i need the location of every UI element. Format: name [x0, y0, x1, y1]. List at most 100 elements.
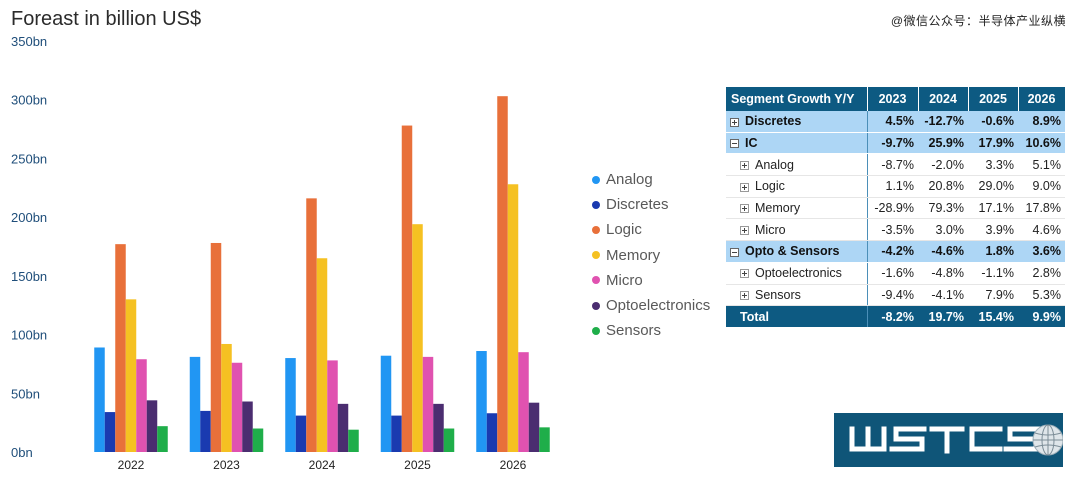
y-tick-label: 0bn	[11, 445, 33, 460]
growth-value: -8.2%	[867, 305, 918, 327]
table-row: Micro -3.5% 3.0% 3.9% 4.6%	[726, 218, 1065, 242]
legend-label: Micro	[606, 271, 643, 289]
growth-value: -4.1%	[918, 284, 968, 307]
growth-value: -4.8%	[918, 262, 968, 285]
expand-icon[interactable]	[740, 182, 749, 192]
table-header-2026: 2026	[1018, 87, 1066, 111]
bar-optoelectronics-2025	[433, 403, 444, 452]
table-header-segment: Segment Growth Y/Y	[726, 87, 868, 111]
growth-value: 20.8%	[918, 175, 968, 198]
x-tick-label: 2026	[500, 458, 527, 472]
table-row: Analog -8.7% -2.0% 3.3% 5.1%	[726, 153, 1065, 177]
legend-label: Memory	[606, 246, 661, 264]
table-row: Total -8.2% 19.7% 15.4% 9.9%	[726, 305, 1065, 327]
bar-discretes-2026	[486, 413, 498, 452]
bar-logic-2026	[497, 96, 508, 452]
growth-value: 2.8%	[1018, 262, 1065, 285]
bar-micro-2023	[231, 362, 243, 452]
chart-title: Foreast in billion US$	[11, 8, 202, 30]
growth-value: 25.9%	[918, 132, 968, 155]
growth-value: 3.6%	[1018, 240, 1065, 263]
expand-icon[interactable]	[740, 225, 749, 235]
expand-icon[interactable]	[740, 204, 749, 214]
legend-item: Memory	[592, 243, 710, 268]
legend-item: Sensors	[592, 318, 710, 343]
bar-analog-2026	[476, 351, 487, 452]
growth-value: 3.0%	[918, 218, 968, 242]
table-row: Logic 1.1% 20.8% 29.0% 9.0%	[726, 175, 1065, 198]
growth-value: -12.7%	[918, 111, 968, 133]
collapse-icon[interactable]	[730, 247, 739, 257]
table-header-2025: 2025	[968, 87, 1019, 111]
growth-value: 15.4%	[968, 305, 1018, 327]
growth-value: -0.6%	[968, 111, 1018, 133]
growth-value: -9.7%	[867, 132, 918, 155]
row-name: Logic	[755, 179, 785, 194]
bar-optoelectronics-2022	[146, 400, 158, 452]
growth-value: 7.9%	[968, 284, 1018, 307]
row-name: IC	[745, 136, 758, 151]
growth-value: 17.1%	[968, 197, 1018, 220]
growth-value: -2.0%	[918, 153, 968, 177]
growth-value: 17.9%	[968, 132, 1018, 155]
growth-value: 29.0%	[968, 175, 1018, 198]
bar-memory-2026	[507, 184, 519, 452]
growth-value: 5.1%	[1018, 153, 1065, 177]
row-name: Sensors	[755, 287, 801, 302]
legend-item: Analog	[592, 167, 710, 192]
growth-value: -4.2%	[867, 240, 918, 263]
expand-icon[interactable]	[740, 160, 749, 170]
legend-item: Optoelectronics	[592, 293, 710, 318]
bar-sensors-2026	[539, 427, 550, 452]
growth-value: 3.3%	[968, 153, 1018, 177]
row-label: Micro	[726, 218, 868, 242]
legend-label: Sensors	[606, 322, 662, 340]
y-tick-label: 150bn	[11, 269, 47, 284]
bar-sensors-2024	[348, 429, 359, 452]
bar-logic-2025	[401, 125, 413, 452]
bar-discretes-2023	[200, 410, 211, 452]
legend-marker	[592, 175, 600, 184]
legend-marker	[592, 200, 600, 209]
legend-item: Logic	[592, 217, 710, 242]
table-row: Optoelectronics -1.6% -4.8% -1.1% 2.8%	[726, 262, 1065, 285]
x-tick-label: 2025	[404, 458, 431, 472]
row-label: Analog	[726, 153, 868, 177]
y-tick-label: 50bn	[11, 386, 40, 401]
legend-label: Optoelectronics	[606, 297, 711, 315]
collapse-icon[interactable]	[730, 139, 739, 149]
growth-value: -28.9%	[867, 197, 918, 220]
x-tick-label: 2024	[309, 458, 336, 472]
bar-micro-2026	[518, 352, 529, 452]
x-tick-label: 2023	[213, 458, 240, 472]
row-name: Analog	[755, 157, 794, 172]
growth-value: -1.6%	[867, 262, 918, 285]
table-row: Opto & Sensors -4.2% -4.6% 1.8% 3.6%	[726, 240, 1065, 263]
table-row: Discretes 4.5% -12.7% -0.6% 8.9%	[726, 111, 1065, 133]
growth-value: 5.3%	[1018, 284, 1065, 307]
bar-sensors-2022	[157, 426, 168, 452]
growth-value: 1.8%	[968, 240, 1018, 263]
legend-label: Analog	[606, 171, 653, 189]
row-label: Memory	[726, 197, 868, 220]
legend-label: Logic	[606, 221, 642, 239]
table-row: Sensors -9.4% -4.1% 7.9% 5.3%	[726, 284, 1065, 307]
table-row: IC -9.7% 25.9% 17.9% 10.6%	[726, 132, 1065, 155]
bar-memory-2024	[316, 258, 328, 452]
growth-value: -4.6%	[918, 240, 968, 263]
expand-icon[interactable]	[730, 117, 739, 127]
growth-value: 19.7%	[918, 305, 968, 327]
row-name: Discretes	[745, 114, 802, 129]
legend-marker	[592, 251, 600, 260]
row-name: Micro	[755, 222, 786, 237]
bar-logic-2024	[306, 198, 317, 452]
bar-analog-2025	[380, 355, 392, 452]
table-header-2023: 2023	[867, 87, 919, 111]
y-tick-label: 350bn	[11, 34, 47, 49]
expand-icon[interactable]	[740, 269, 749, 279]
bar-sensors-2025	[443, 428, 455, 452]
growth-value: -3.5%	[867, 218, 918, 242]
growth-value: 8.9%	[1018, 111, 1065, 133]
globe-icon	[1032, 424, 1064, 456]
expand-icon[interactable]	[740, 291, 749, 301]
